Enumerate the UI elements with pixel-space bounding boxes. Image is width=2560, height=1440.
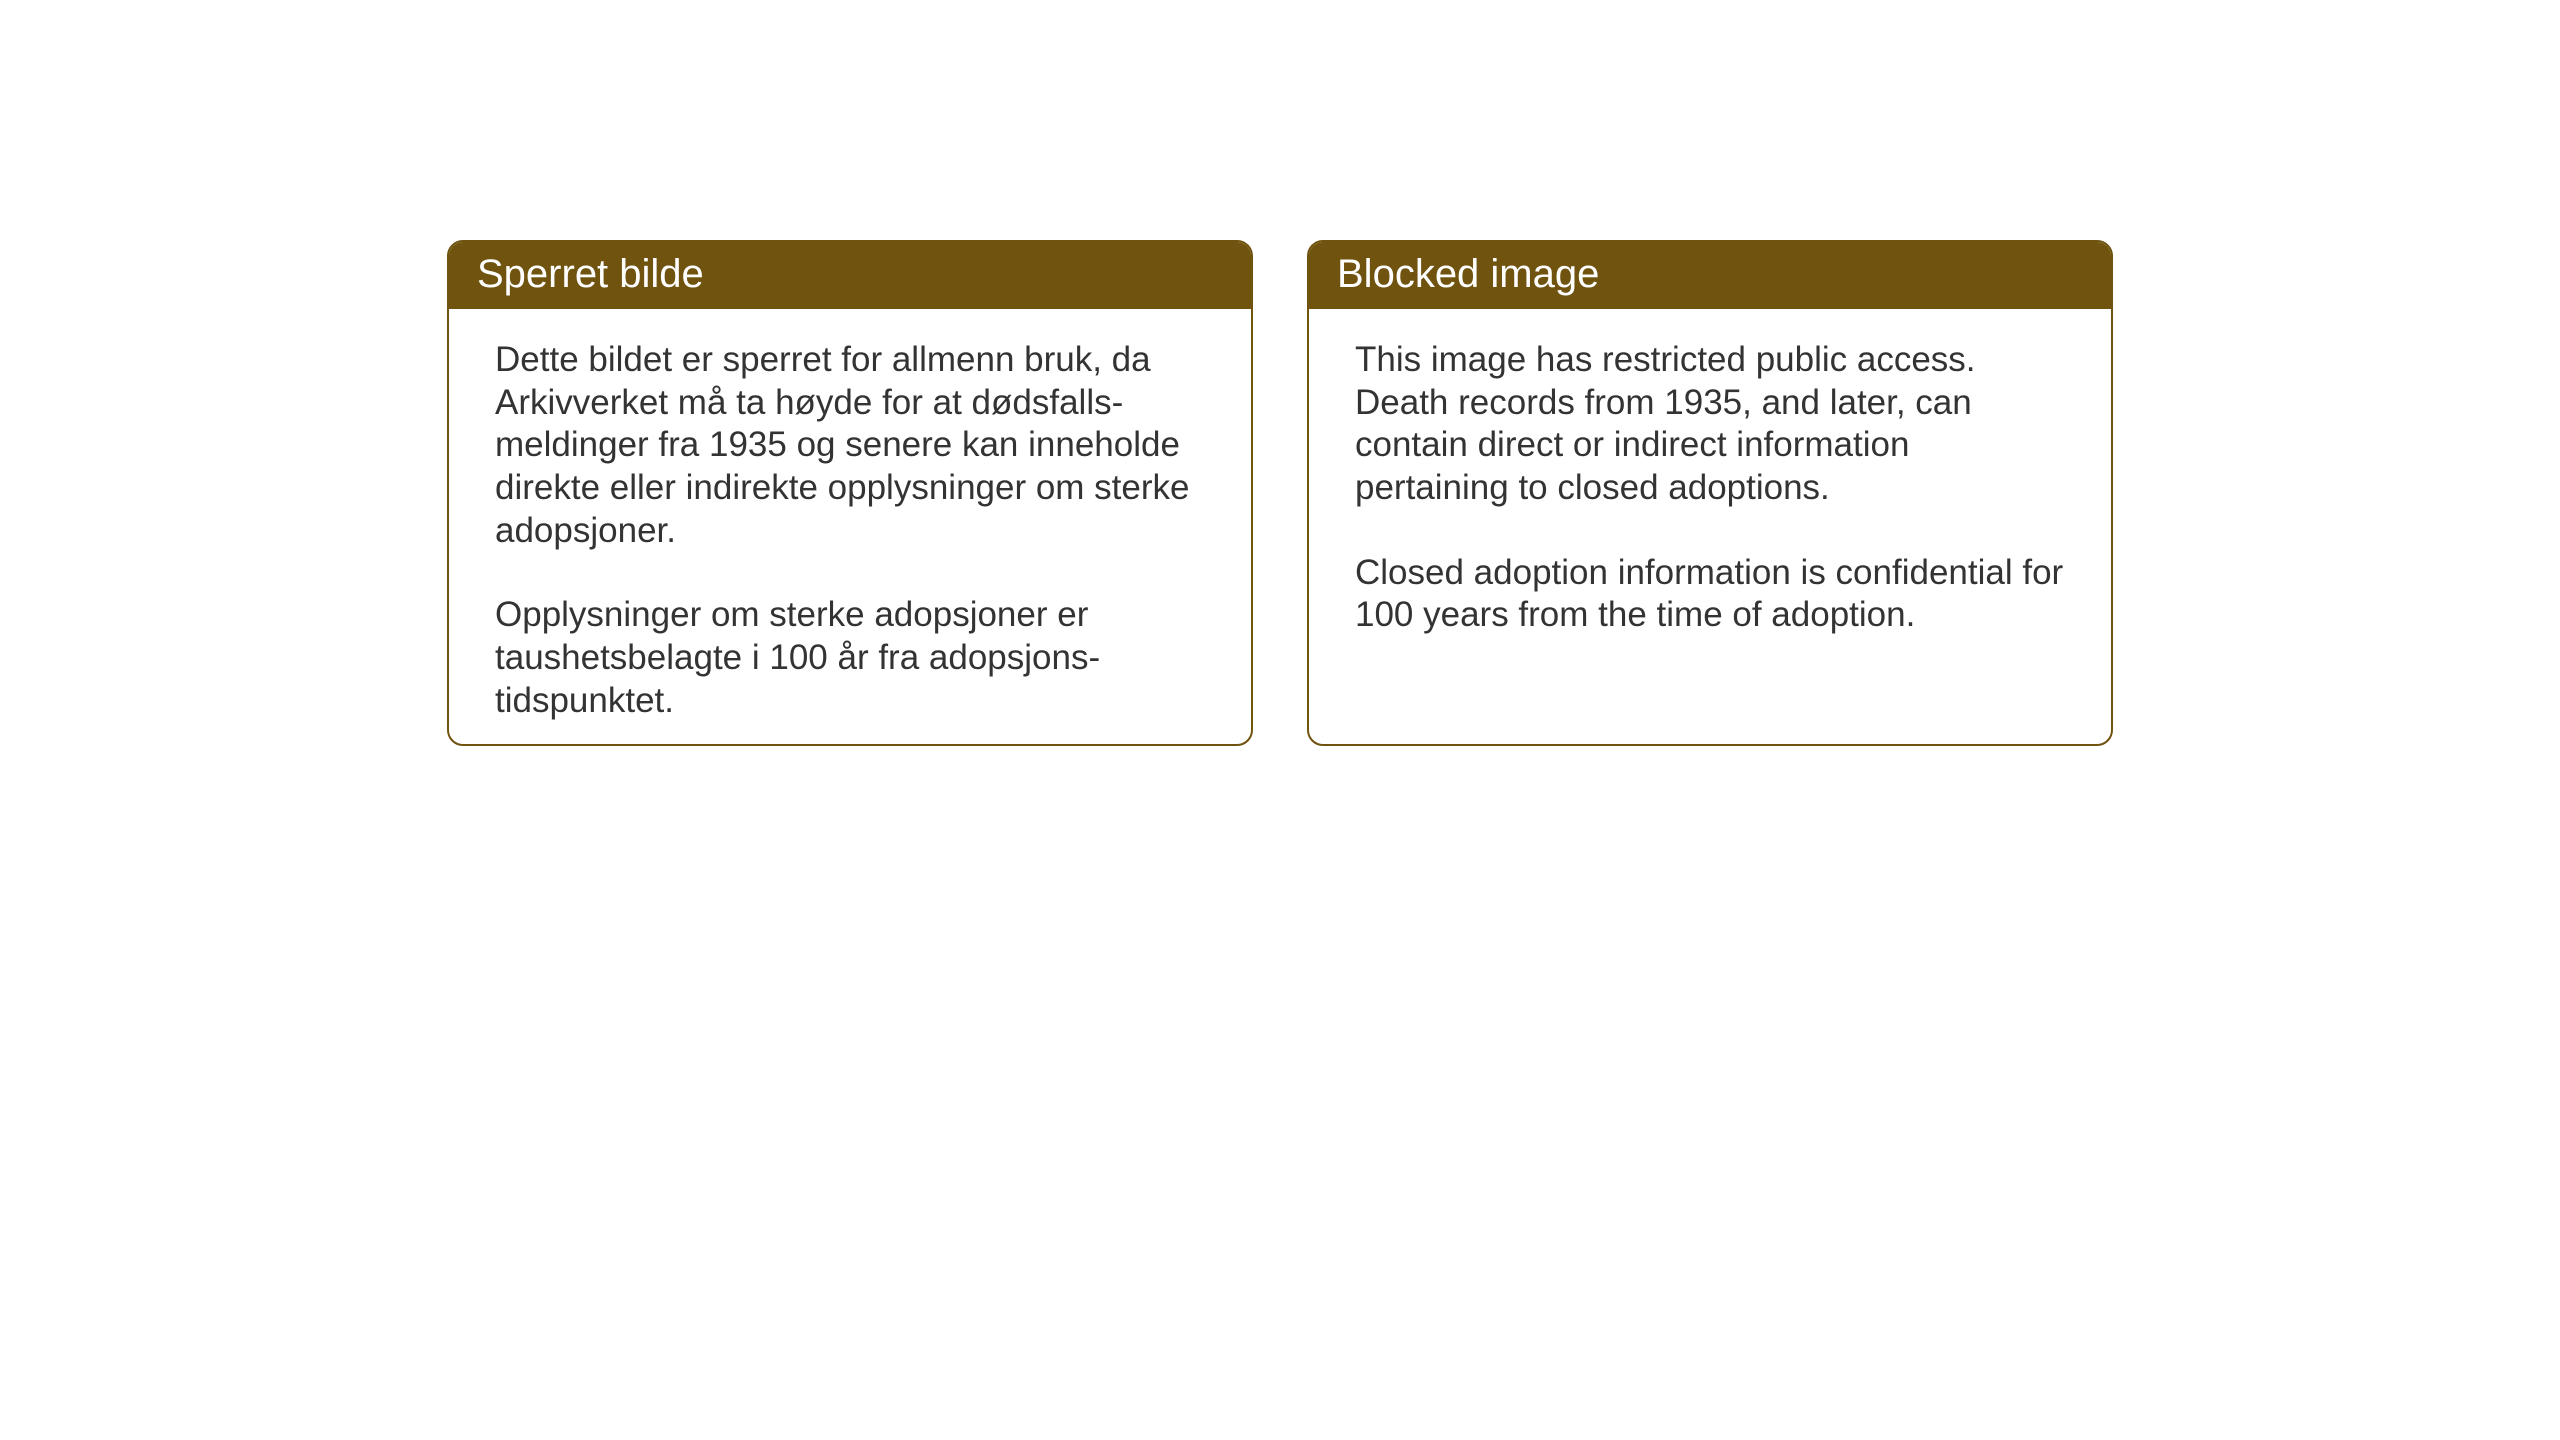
- english-notice-card: Blocked image This image has restricted …: [1307, 240, 2113, 746]
- norwegian-notice-card: Sperret bilde Dette bildet er sperret fo…: [447, 240, 1253, 746]
- english-paragraph-2: Closed adoption information is confident…: [1355, 552, 2065, 637]
- english-card-title: Blocked image: [1309, 242, 2111, 309]
- norwegian-card-title: Sperret bilde: [449, 242, 1251, 309]
- english-card-body: This image has restricted public access.…: [1309, 309, 2111, 667]
- english-paragraph-1: This image has restricted public access.…: [1355, 339, 2065, 510]
- norwegian-card-body: Dette bildet er sperret for allmenn bruk…: [449, 309, 1251, 746]
- norwegian-paragraph-2: Opplysninger om sterke adopsjoner er tau…: [495, 594, 1205, 722]
- notice-container: Sperret bilde Dette bildet er sperret fo…: [447, 240, 2113, 746]
- norwegian-paragraph-1: Dette bildet er sperret for allmenn bruk…: [495, 339, 1205, 552]
